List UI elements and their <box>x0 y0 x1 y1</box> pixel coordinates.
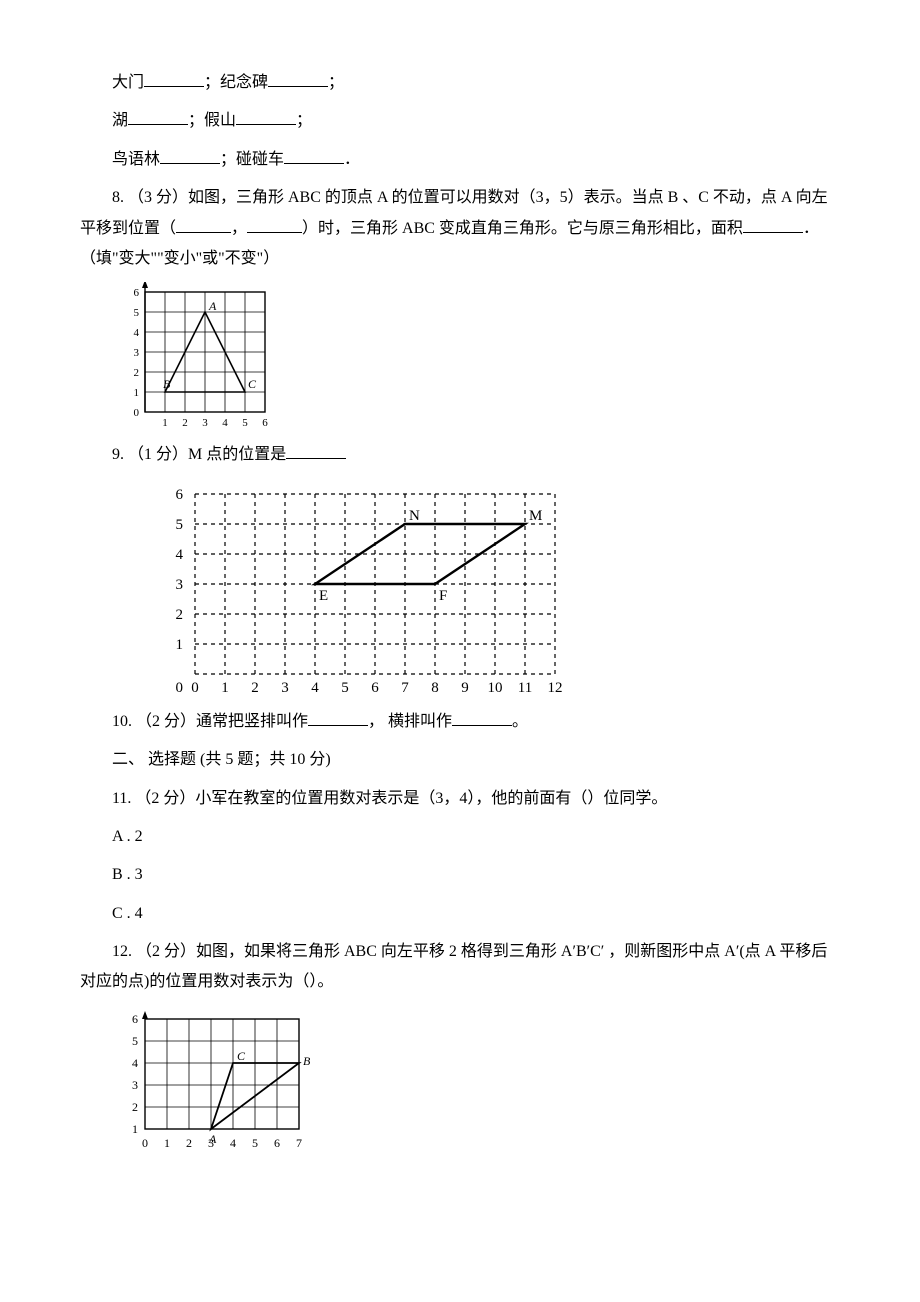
svg-text:1: 1 <box>164 1136 170 1150</box>
svg-text:5: 5 <box>134 307 140 319</box>
svg-text:B: B <box>303 1054 310 1068</box>
svg-text:2: 2 <box>132 1100 138 1114</box>
svg-text:1: 1 <box>162 417 168 429</box>
q10-a: 10. （2 分）通常把竖排叫作 <box>112 713 308 730</box>
svg-text:C: C <box>248 377 257 391</box>
svg-text:3: 3 <box>176 577 184 593</box>
svg-text:2: 2 <box>251 680 259 696</box>
svg-text:2: 2 <box>134 367 140 379</box>
svg-text:A: A <box>208 1132 217 1146</box>
svg-text:1: 1 <box>134 387 140 399</box>
svg-text:7: 7 <box>296 1136 302 1150</box>
q8-figure: 0 1 2 3 4 5 6 1 2 3 4 5 6 A B C <box>120 282 840 432</box>
q10-c: 。 <box>512 713 528 730</box>
section2-heading: 二、 选择题 (共 5 题；共 10 分) <box>80 745 840 775</box>
svg-text:2: 2 <box>182 417 188 429</box>
svg-text:C: C <box>237 1049 246 1063</box>
q7-blank2[interactable] <box>268 70 328 87</box>
svg-text:0: 0 <box>176 680 184 696</box>
svg-text:6: 6 <box>132 1012 138 1026</box>
svg-text:F: F <box>439 588 447 604</box>
svg-text:6: 6 <box>262 417 268 429</box>
q7-blank3[interactable] <box>128 108 188 125</box>
q12-stem: 12. （2 分）如图，如果将三角形 ABC 向左平移 2 格得到三角形 A′B… <box>80 937 840 998</box>
svg-text:12: 12 <box>548 680 563 696</box>
svg-text:A: A <box>208 299 217 313</box>
svg-text:B: B <box>163 377 171 391</box>
svg-text:4: 4 <box>230 1136 236 1150</box>
svg-text:0: 0 <box>142 1136 148 1150</box>
svg-text:8: 8 <box>431 680 439 696</box>
q7-line2-a: 湖 <box>112 112 128 129</box>
q8-blank3[interactable] <box>743 216 803 233</box>
q7-line1-a: 大门 <box>112 74 144 91</box>
q8-blank1[interactable] <box>176 216 231 233</box>
svg-text:11: 11 <box>518 680 532 696</box>
q7-line1-b: 纪念碑 <box>220 74 268 91</box>
q11-opt-c[interactable]: C . 4 <box>80 899 840 929</box>
q11-stem: 11. （2 分）小军在教室的位置用数对表示是（3，4），他的前面有（）位同学。 <box>80 784 840 814</box>
svg-text:1: 1 <box>132 1122 138 1136</box>
q10-stem: 10. （2 分）通常把竖排叫作 ， 横排叫作 。 <box>80 707 840 737</box>
q9-chart: 01234567891011121234560EFNM <box>160 479 600 699</box>
svg-text:5: 5 <box>252 1136 258 1150</box>
q11-opt-a[interactable]: A . 2 <box>80 822 840 852</box>
q7-blank5[interactable] <box>160 147 220 164</box>
q8-chart: 0 1 2 3 4 5 6 1 2 3 4 5 6 A B C <box>120 282 280 432</box>
svg-text:3: 3 <box>134 347 140 359</box>
svg-text:6: 6 <box>274 1136 280 1150</box>
svg-text:0: 0 <box>191 680 199 696</box>
q8-mid: ， <box>231 220 247 237</box>
q10-blank1[interactable] <box>308 709 368 726</box>
svg-text:M: M <box>529 508 542 524</box>
q7-line3: 鸟语林；碰碰车． <box>80 145 840 175</box>
svg-text:9: 9 <box>461 680 469 696</box>
q7-line2-b: 假山 <box>204 112 236 129</box>
svg-text:3: 3 <box>202 417 208 429</box>
q8-suf1: ）时，三角形 ABC 变成直角三角形。它与原三角形相比，面积 <box>302 220 743 237</box>
q7-blank4[interactable] <box>236 108 296 125</box>
q8-stem: 8. （3 分）如图，三角形 ABC 的顶点 A 的位置可以用数对（3，5）表示… <box>80 183 840 274</box>
q10-b: ， 横排叫作 <box>368 713 452 730</box>
q9-text: 9. （1 分）M 点的位置是 <box>112 446 286 463</box>
svg-text:4: 4 <box>311 680 319 696</box>
svg-text:4: 4 <box>134 327 140 339</box>
svg-text:10: 10 <box>488 680 503 696</box>
svg-text:3: 3 <box>132 1078 138 1092</box>
q7-blank6[interactable] <box>284 147 344 164</box>
q7-line2: 湖；假山； <box>80 106 840 136</box>
svg-text:7: 7 <box>401 680 409 696</box>
svg-text:5: 5 <box>176 517 184 533</box>
svg-text:N: N <box>409 508 420 524</box>
q7-line3-b: 碰碰车 <box>236 151 284 168</box>
svg-text:5: 5 <box>341 680 349 696</box>
svg-text:2: 2 <box>176 607 184 623</box>
q12-chart: 01234567123456ABC <box>120 1006 310 1176</box>
q11-opt-b[interactable]: B . 3 <box>80 860 840 890</box>
svg-text:4: 4 <box>176 547 184 563</box>
svg-text:4: 4 <box>132 1056 138 1070</box>
q12-figure: 01234567123456ABC <box>120 1006 840 1176</box>
svg-text:E: E <box>319 588 328 604</box>
svg-text:0: 0 <box>134 407 140 419</box>
svg-text:5: 5 <box>242 417 248 429</box>
q9-figure: 01234567891011121234560EFNM <box>160 479 840 699</box>
svg-text:4: 4 <box>222 417 228 429</box>
svg-text:5: 5 <box>132 1034 138 1048</box>
q8-blank2[interactable] <box>247 216 302 233</box>
svg-text:3: 3 <box>281 680 289 696</box>
q7-blank1[interactable] <box>144 70 204 87</box>
svg-text:6: 6 <box>134 287 140 299</box>
q9-stem: 9. （1 分）M 点的位置是 <box>80 440 840 470</box>
svg-text:2: 2 <box>186 1136 192 1150</box>
svg-text:6: 6 <box>176 487 184 503</box>
svg-text:1: 1 <box>221 680 229 696</box>
q7-line3-a: 鸟语林 <box>112 151 160 168</box>
q7-line1: 大门；纪念碑； <box>80 68 840 98</box>
q10-blank2[interactable] <box>452 709 512 726</box>
q9-blank[interactable] <box>286 442 346 459</box>
svg-text:1: 1 <box>176 637 184 653</box>
svg-text:6: 6 <box>371 680 379 696</box>
